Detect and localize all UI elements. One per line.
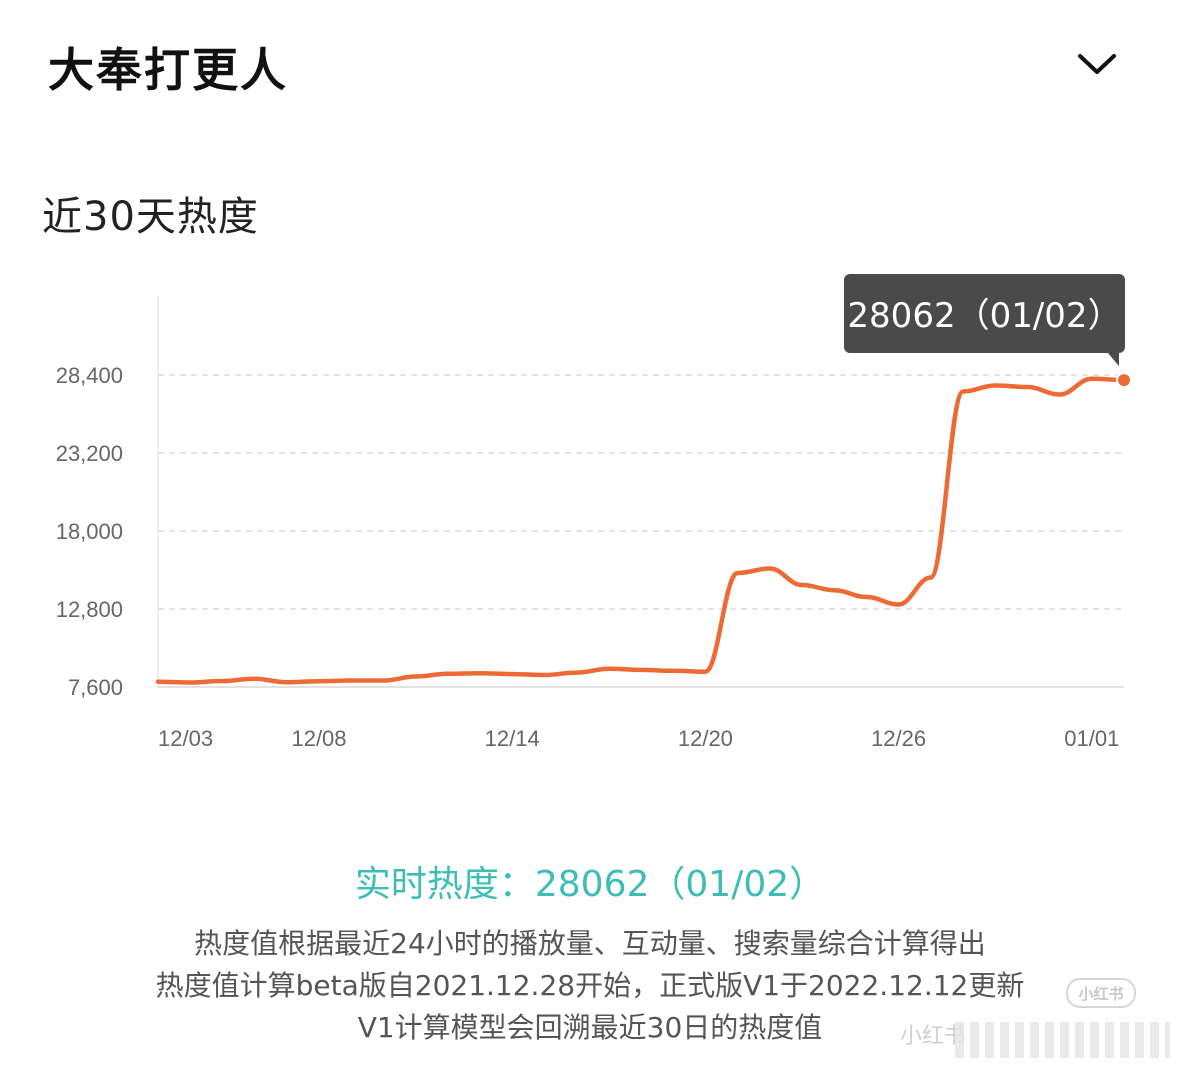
collapse-button[interactable] (1066, 36, 1128, 92)
x-tick-label: 12/20 (678, 726, 733, 751)
description-line-3: V1计算模型会回溯最近30日的热度值 (357, 1011, 823, 1044)
watermark-badge: 小红书 (1066, 978, 1136, 1008)
x-tick-label: 12/26 (871, 726, 926, 751)
heat-chart-svg: 7,600 12,800 18,000 23,200 28,400 12/03 12/08 1… (56, 296, 1132, 751)
watermark-id-bar (955, 1022, 1170, 1058)
x-tick-label: 12/14 (485, 726, 540, 751)
heat-chart: 7,600 12,800 18,000 23,200 28,400 12/03 12/08 1… (0, 250, 1180, 770)
header: 大奉打更人 (0, 0, 1180, 130)
x-tick-label: 12/08 (291, 726, 346, 751)
chart-tooltip: 28062（01/02） (844, 274, 1125, 366)
highlight-point (1116, 372, 1132, 389)
description-line-1: 热度值根据最近24小时的播放量、互动量、搜索量综合计算得出 (194, 927, 986, 960)
x-tick-label: 01/01 (1064, 726, 1119, 751)
description-line-2: 热度值计算beta版自2021.12.28开始，正式版V1于2022.12.12… (155, 969, 1025, 1002)
tooltip-text: 28062（01/02） (847, 296, 1122, 336)
y-tick-label: 7,600 (68, 675, 123, 700)
y-tick-label: 28,400 (56, 363, 123, 388)
y-tick-label: 12,800 (56, 597, 123, 622)
x-tick-label: 12/03 (158, 726, 213, 751)
y-tick-label: 23,200 (56, 441, 123, 466)
page-title: 大奉打更人 (48, 43, 288, 97)
section-title: 近30天热度 (42, 194, 259, 240)
chevron-down-icon (1078, 54, 1116, 74)
series-line (155, 376, 1127, 685)
y-tick-label: 18,000 (56, 519, 123, 544)
realtime-heat: 实时热度：28062（01/02） (354, 864, 826, 905)
